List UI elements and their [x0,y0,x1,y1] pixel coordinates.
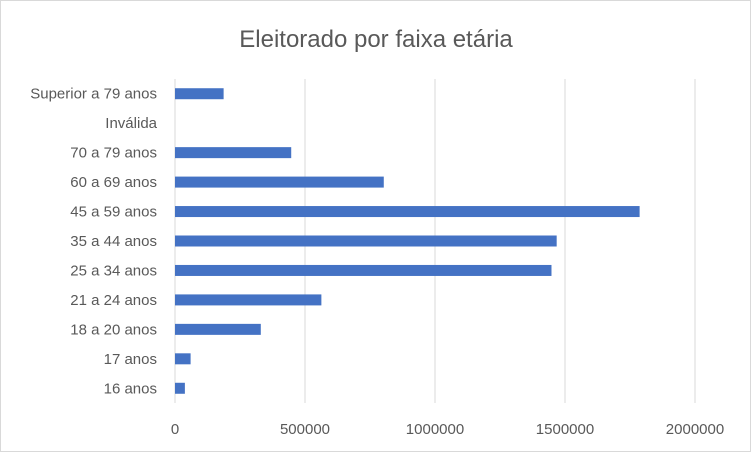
category-label: 21 a 24 anos [70,292,157,309]
x-tick-label: 1500000 [536,421,594,438]
x-tick-label: 500000 [280,421,330,438]
bar [175,382,185,394]
category-label: 60 a 69 anos [70,174,157,191]
category-label: 25 a 34 anos [70,262,157,279]
category-label: 18 a 20 anos [70,321,157,338]
x-tick-label: 2000000 [666,421,724,438]
chart-title: Eleitorado por faixa etária [239,26,513,53]
bar [175,147,292,159]
bars [175,88,640,394]
bar [175,88,224,100]
bar [175,176,384,188]
category-labels: 16 anos 17 anos 18 a 20 anos 21 a 24 anos 25… [30,86,157,398]
category-label: 70 a 79 anos [70,145,157,162]
bar [175,235,557,247]
bar [175,206,640,218]
category-label: 17 anos [104,351,157,368]
category-label: 16 anos [104,380,157,397]
category-label: 45 a 59 anos [70,204,157,221]
bar [175,264,552,276]
x-tick-labels: 0 500000 1000000 1500000 2000000 [171,421,724,438]
x-tick-label: 0 [171,421,179,438]
bar [175,294,322,306]
x-tick-label: 1000000 [406,421,464,438]
category-label: Inválida [105,115,157,132]
bar [175,323,261,335]
bar [175,353,191,365]
category-label: 35 a 44 anos [70,233,157,250]
category-label: Superior a 79 anos [30,86,157,103]
